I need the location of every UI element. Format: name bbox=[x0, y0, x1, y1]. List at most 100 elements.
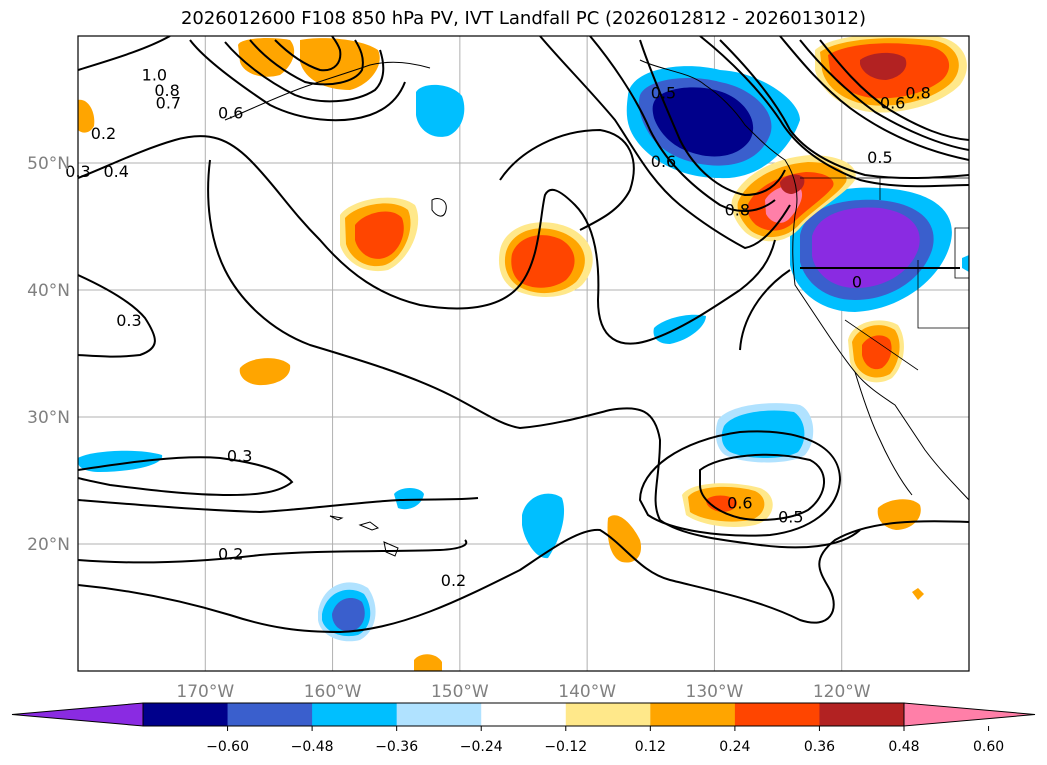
coastline-north-america bbox=[639, 59, 969, 501]
coastline-hawaii-2 bbox=[358, 521, 380, 531]
pv-contour-label: 0.3 bbox=[227, 447, 252, 466]
fill-positive-c-red bbox=[780, 174, 805, 194]
pv-contour-label: 0.6 bbox=[727, 494, 752, 513]
lon-tick-label: 150°W bbox=[431, 682, 489, 702]
coastline-baja bbox=[854, 371, 913, 496]
pv-contour-label: 0.3 bbox=[116, 311, 141, 330]
pv-contour-0.2-mid bbox=[78, 539, 468, 564]
pv-contour-trough-inner2 bbox=[639, 39, 786, 197]
colorbar-segment bbox=[734, 703, 820, 726]
pv-contour-1.0 bbox=[274, 36, 342, 72]
colorbar-segment bbox=[650, 703, 736, 726]
fill-positive-i bbox=[239, 358, 291, 386]
pv-contour-0.7 bbox=[224, 41, 385, 103]
pv-contour-0.6 bbox=[189, 39, 406, 122]
chart-title: 2026012600 F108 850 hPa PV, IVT Landfall… bbox=[180, 8, 867, 29]
pv-contour-label: 0.2 bbox=[91, 124, 116, 143]
pv-contour-label: 0.6 bbox=[651, 152, 676, 171]
colorbar-segment bbox=[227, 703, 313, 726]
fill-positive-l bbox=[414, 654, 442, 671]
pv-contour-closed-0.5 bbox=[739, 269, 791, 351]
fill-positive-a-core bbox=[511, 235, 575, 288]
pv-contour-east-1 bbox=[779, 36, 969, 161]
longitude-tick-labels: 170°W 160°W 150°W 140°W 130°W 120°W bbox=[176, 682, 870, 702]
pv-contour-label: 1.0 bbox=[142, 66, 167, 85]
lat-tick-label: 40°N bbox=[27, 281, 70, 301]
pv-contour-pacific-trough bbox=[539, 36, 791, 250]
pv-contour-label: 0.2 bbox=[441, 571, 466, 590]
colorbar: −0.60 −0.48 −0.36 −0.24 −0.12 0.12 0.24 0.36 0.4… bbox=[11, 702, 1036, 755]
pv-contour-0.3-east bbox=[207, 159, 861, 549]
fill-negative-a bbox=[416, 84, 465, 137]
pv-contour-0.3-west bbox=[78, 274, 156, 358]
colorbar-tick-label: 0.60 bbox=[973, 739, 1004, 755]
fill-negative-g bbox=[653, 314, 706, 344]
fill-positive-d-red bbox=[860, 52, 907, 80]
pv-contour-label: 0.6 bbox=[218, 104, 243, 123]
pv-contour-trough-inner bbox=[589, 36, 776, 212]
pv-contour-inner-ring bbox=[499, 128, 635, 231]
pv-contour-east-3 bbox=[819, 39, 969, 141]
colorbar-segment bbox=[312, 703, 398, 726]
pv-contour-labels: 1.00.80.70.60.20.3 0.40.30.30.20.20.50.60… bbox=[65, 66, 931, 590]
pv-contour-0.3-lower bbox=[78, 497, 479, 514]
colorbar-tick-label: −0.48 bbox=[291, 739, 334, 755]
pv-contour-label: 0.8 bbox=[154, 81, 179, 100]
colorbar-segment bbox=[143, 703, 229, 726]
pv-contour-east-4 bbox=[699, 36, 969, 188]
fill-negative-h bbox=[962, 255, 969, 272]
colorbar-extend-low bbox=[11, 702, 144, 727]
pv-contour-label: 0.3 bbox=[65, 162, 90, 181]
pv-contour-top-left bbox=[78, 36, 171, 71]
fill-negative-c bbox=[522, 493, 565, 559]
lon-tick-label: 130°W bbox=[686, 682, 744, 702]
pv-contour-label: 0 bbox=[852, 273, 862, 292]
pv-contour-label: 0.2 bbox=[218, 544, 243, 563]
fill-positive-c-pink bbox=[765, 185, 803, 223]
coastline-island bbox=[431, 197, 447, 217]
coastline-alaska bbox=[224, 61, 431, 121]
coastlines bbox=[224, 59, 969, 557]
pv-contour-0.8 bbox=[249, 39, 364, 86]
pv-contour-loop-0.5 bbox=[638, 430, 842, 537]
map-frame bbox=[77, 35, 970, 672]
colorbar-tick-label: −0.36 bbox=[375, 739, 418, 755]
pv-contour-0.2-south bbox=[78, 520, 969, 634]
coastline-hawaii-3 bbox=[383, 541, 399, 557]
pv-contour-east-2 bbox=[799, 39, 969, 151]
pv-contour-label: 0.4 bbox=[103, 162, 128, 181]
colorbar-outline bbox=[142, 702, 905, 727]
lat-tick-label: 30°N bbox=[27, 408, 70, 428]
lon-tick-label: 140°W bbox=[558, 682, 616, 702]
pv-contour-label: 0.8 bbox=[905, 83, 930, 102]
fill-positive-j bbox=[607, 515, 642, 563]
colorbar-tick-label: −0.60 bbox=[206, 739, 249, 755]
pv-contour-label: 0.6 bbox=[880, 94, 905, 113]
map-background bbox=[78, 36, 969, 671]
fill-negative-d-core bbox=[332, 598, 365, 632]
latitude-tick-labels: 20°N 30°N 40°N 50°N bbox=[27, 154, 70, 555]
colorbar-tick-label: 0.48 bbox=[888, 739, 919, 755]
lon-tick-label: 170°W bbox=[176, 682, 234, 702]
lat-tick-label: 50°N bbox=[27, 154, 70, 174]
pv-contour-label: 0.7 bbox=[156, 94, 181, 113]
colorbar-extend-high bbox=[903, 702, 1036, 727]
colorbar-tick-label: 0.12 bbox=[635, 739, 666, 755]
pv-contour-loop-0.6 bbox=[699, 453, 825, 521]
pv-contour-label: 0.5 bbox=[651, 83, 676, 102]
coastline-hawaii-1 bbox=[329, 515, 344, 521]
fill-positive-b-core bbox=[355, 211, 404, 259]
fill-positive-h bbox=[78, 99, 95, 133]
pv-contour-label: 0.8 bbox=[725, 200, 750, 219]
fill-positive-m bbox=[912, 588, 924, 600]
pv-contour-east-5 bbox=[719, 39, 969, 180]
pv-contour-label: 0.5 bbox=[867, 148, 892, 167]
fill-negative-f bbox=[394, 488, 424, 510]
lon-tick-label: 120°W bbox=[813, 682, 871, 702]
colorbar-segment bbox=[481, 703, 567, 726]
colorbar-segment bbox=[396, 703, 482, 726]
pv-contour-label: 0.5 bbox=[778, 508, 803, 527]
fill-positive-e-core bbox=[862, 335, 892, 370]
fill-positive-f-core bbox=[706, 495, 738, 512]
